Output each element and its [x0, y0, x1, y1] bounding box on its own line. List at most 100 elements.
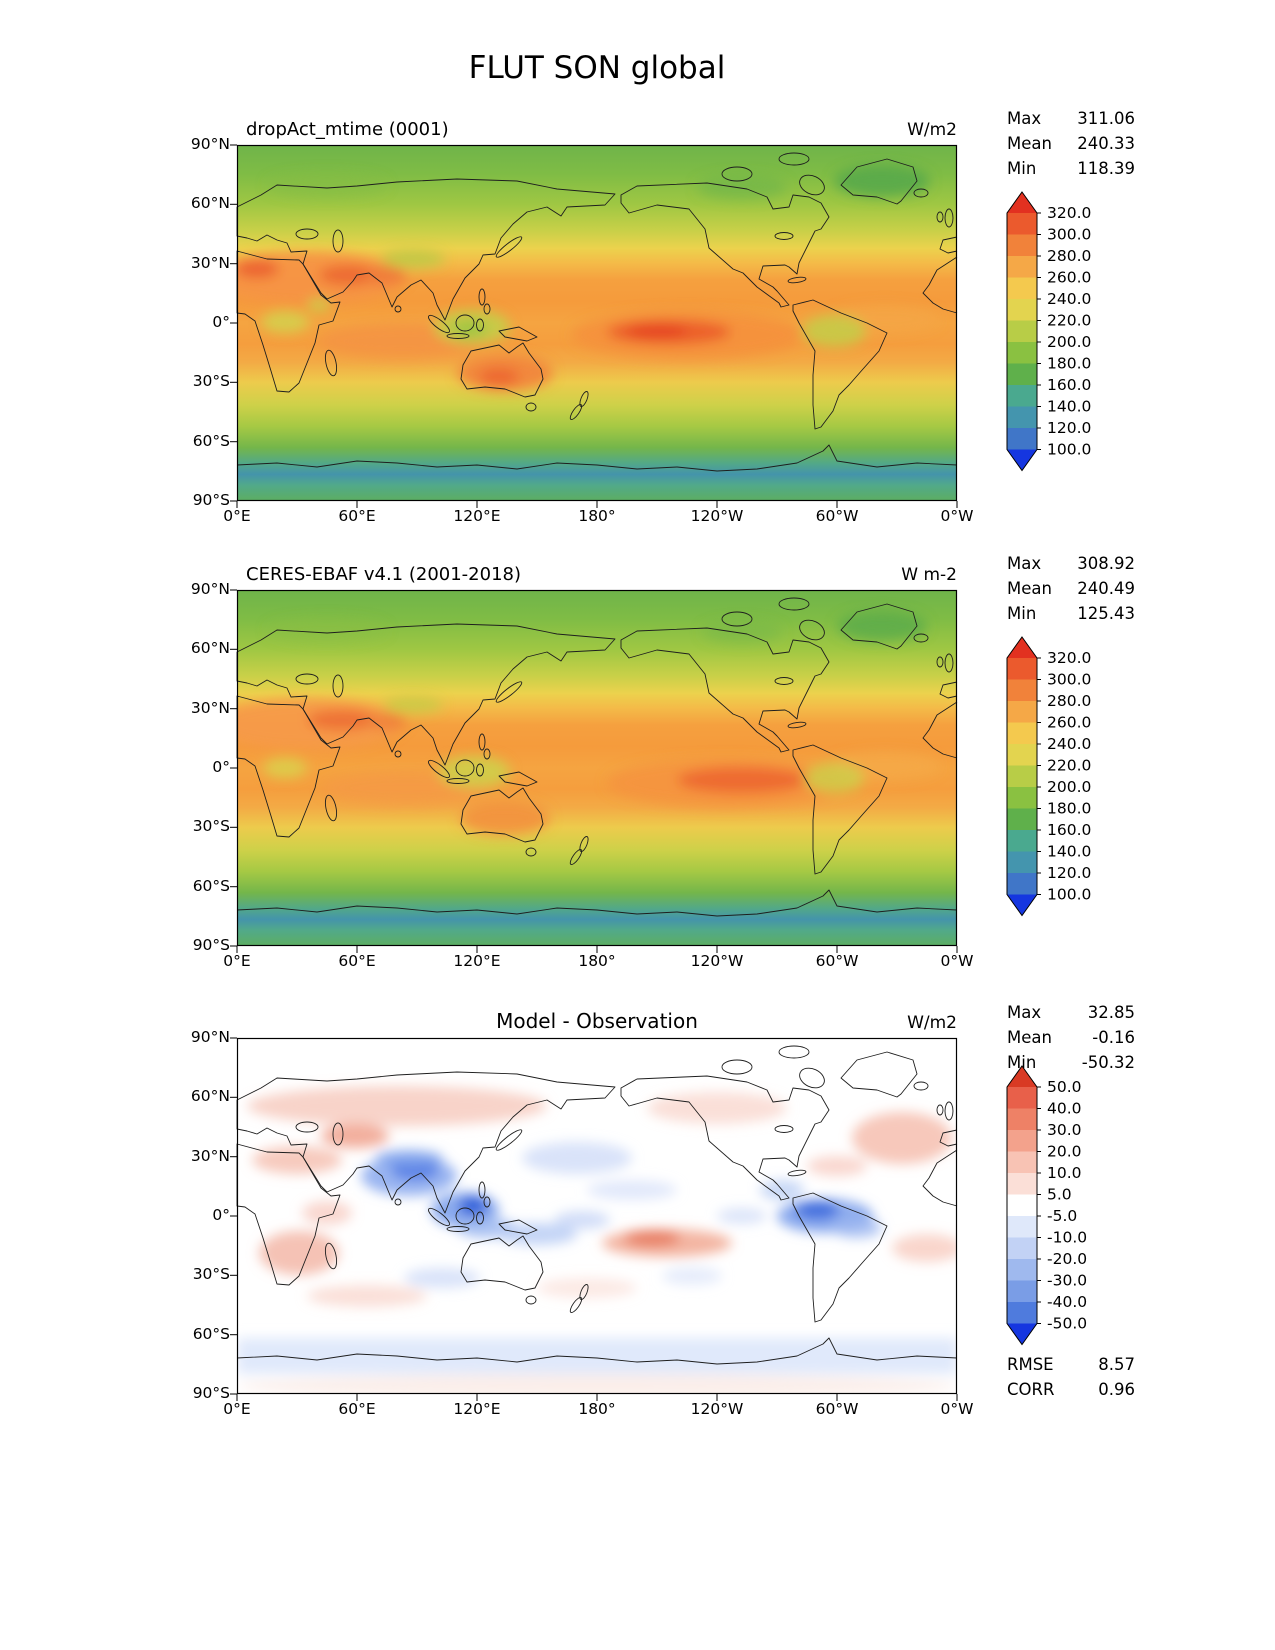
colorbar-label: -10.0 [1047, 1229, 1087, 1247]
stat-max-label: Max [1007, 554, 1042, 573]
stat-mean-value: 240.33 [1077, 134, 1135, 153]
x-tick-label: 0°E [223, 1400, 251, 1418]
stat-min: Min -50.32 [1007, 1050, 1135, 1075]
x-tick-label: 0°W [940, 1400, 974, 1418]
stats-model: Max 311.06 Mean 240.33 Min 118.39 [1007, 106, 1135, 181]
stat-max-value: 308.92 [1077, 554, 1135, 573]
metric-rmse-label: RMSE [1007, 1355, 1054, 1374]
panel2-title: CERES-EBAF v4.1 (2001-2018) [246, 564, 522, 585]
colorbar-label: 140.0 [1047, 843, 1091, 861]
y-tick-label: 90°N [190, 135, 230, 153]
metric-corr-value: 0.96 [1098, 1380, 1135, 1399]
x-tick-label: 120°W [690, 507, 744, 525]
colorbar-label: 20.0 [1047, 1143, 1082, 1161]
y-tick-label: 60°S [192, 877, 230, 895]
y-tick-label: 60°N [190, 194, 230, 212]
colorbar-label: -50.0 [1047, 1315, 1087, 1333]
colorbar-label: 160.0 [1047, 376, 1091, 394]
x-tick-label: 60°E [338, 952, 376, 970]
colorbar-label: 120.0 [1047, 864, 1091, 882]
colorbar-label: 160.0 [1047, 821, 1091, 839]
y-tick-label: 60°S [192, 432, 230, 450]
stat-max-label: Max [1007, 109, 1042, 128]
y-tick-label: 30°N [190, 1147, 230, 1165]
x-tick-label: 0°W [940, 952, 974, 970]
y-tick-label: 0° [212, 313, 230, 331]
y-tick-label: 60°N [190, 639, 230, 657]
colorbar-label: 140.0 [1047, 398, 1091, 416]
colorbar-label: 5.0 [1047, 1186, 1072, 1204]
stats-difference: Max 32.85 Mean -0.16 Min -50.32 [1007, 1000, 1135, 1075]
stat-max: Max 308.92 [1007, 551, 1135, 576]
colorbar-label: 100.0 [1047, 441, 1091, 459]
x-tick-label: 0°E [223, 952, 251, 970]
stat-max: Max 311.06 [1007, 106, 1135, 131]
x-tick-label: 180° [578, 1400, 616, 1418]
figure-title: FLUT SON global [468, 50, 726, 86]
colorbar-label: 260.0 [1047, 269, 1091, 287]
stat-min-label: Min [1007, 159, 1037, 178]
stat-mean-value: 240.49 [1077, 579, 1135, 598]
y-tick-label: 60°S [192, 1325, 230, 1343]
x-tick-label: 120°W [690, 952, 744, 970]
x-tick-label: 0°E [223, 507, 251, 525]
colorbar-label: 120.0 [1047, 419, 1091, 437]
colorbar-label: 40.0 [1047, 1100, 1082, 1118]
map-observation [229, 589, 958, 954]
stat-max: Max 32.85 [1007, 1000, 1135, 1025]
panel1-title: dropAct_mtime (0001) [246, 119, 449, 140]
x-tick-label: 120°E [453, 507, 501, 525]
stats-observation: Max 308.92 Mean 240.49 Min 125.43 [1007, 551, 1135, 626]
stat-mean: Mean 240.49 [1007, 576, 1135, 601]
colorbar-label: -40.0 [1047, 1293, 1087, 1311]
stat-min-label: Min [1007, 604, 1037, 623]
field-model [237, 145, 957, 501]
colorbar-label: 200.0 [1047, 778, 1091, 796]
x-tick-label: 60°E [338, 1400, 376, 1418]
map-model [229, 144, 958, 509]
y-tick-label: 30°S [192, 817, 230, 835]
panel1-units: W/m2 [907, 120, 957, 140]
colorbar-label: 320.0 [1047, 204, 1091, 222]
y-tick-label: 90°S [192, 491, 230, 509]
x-tick-label: 60°E [338, 507, 376, 525]
stat-max-value: 311.06 [1077, 109, 1135, 128]
colorbar-label: 280.0 [1047, 692, 1091, 710]
y-tick-label: 0° [212, 758, 230, 776]
colorbar-label: 50.0 [1047, 1078, 1082, 1096]
colorbar-label: 100.0 [1047, 886, 1091, 904]
colorbar-label: 240.0 [1047, 735, 1091, 753]
stat-min-value: -50.32 [1081, 1053, 1135, 1072]
metrics-block: RMSE 8.57 CORR 0.96 [1007, 1352, 1135, 1402]
x-tick-label: 0°W [940, 507, 974, 525]
metric-corr-label: CORR [1007, 1380, 1055, 1399]
colorbar-label: 180.0 [1047, 355, 1091, 373]
stat-min: Min 125.43 [1007, 601, 1135, 626]
y-tick-label: 30°S [192, 1265, 230, 1283]
x-tick-label: 120°E [453, 1400, 501, 1418]
y-tick-label: 30°S [192, 372, 230, 390]
y-tick-label: 90°N [190, 1028, 230, 1046]
stat-mean-value: -0.16 [1092, 1028, 1135, 1047]
stat-mean: Mean 240.33 [1007, 131, 1135, 156]
stat-min: Min 118.39 [1007, 156, 1135, 181]
colorbar-label: 180.0 [1047, 800, 1091, 818]
colorbar-main-1: 320.0 300.0 280.0 260.0 240.0 220.0 200.… [1006, 191, 1091, 472]
field-difference [237, 1038, 957, 1394]
colorbar-label: 240.0 [1047, 290, 1091, 308]
panel1-header: dropAct_mtime (0001) W/m2 [237, 116, 957, 140]
stat-mean-label: Mean [1007, 1028, 1052, 1047]
x-tick-label: 180° [578, 952, 616, 970]
y-tick-label: 0° [212, 1206, 230, 1224]
panel2-units: W m-2 [901, 565, 957, 585]
stat-min-value: 125.43 [1077, 604, 1135, 623]
y-tick-label: 90°N [190, 580, 230, 598]
stat-max-value: 32.85 [1087, 1003, 1135, 1022]
x-tick-label: 180° [578, 507, 616, 525]
colorbar-main-2: 320.0 300.0 280.0 260.0 240.0 220.0 200.… [1006, 636, 1091, 917]
stat-mean: Mean -0.16 [1007, 1025, 1135, 1050]
panel3-units: W/m2 [907, 1013, 957, 1033]
x-tick-label: 60°W [815, 1400, 859, 1418]
y-tick-label: 60°N [190, 1087, 230, 1105]
